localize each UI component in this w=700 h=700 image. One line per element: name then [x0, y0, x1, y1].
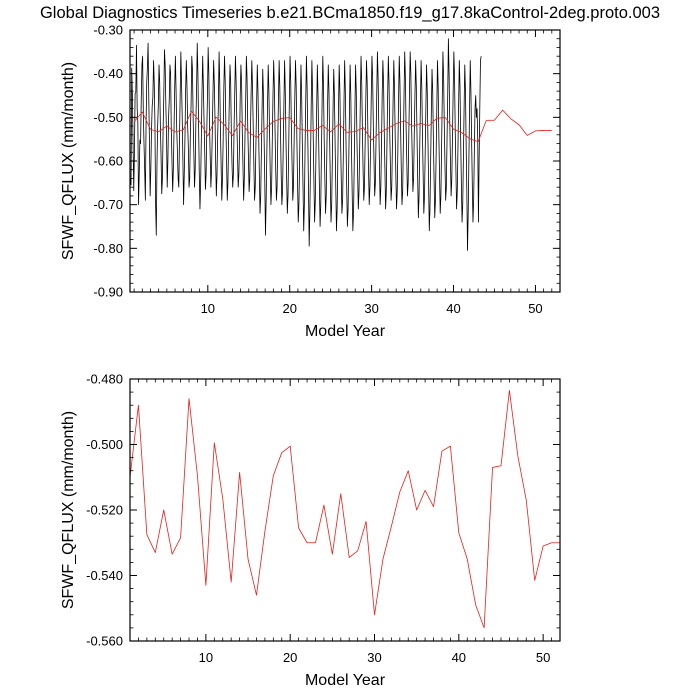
y-tick-label: -0.80 [93, 241, 123, 256]
y-tick-label: -0.50 [93, 110, 123, 125]
y-tick-label: -0.540 [86, 568, 123, 583]
y-tick-label: -0.70 [93, 197, 123, 212]
x-tick-label: 50 [536, 650, 550, 665]
x-tick-label: 10 [199, 650, 213, 665]
y-axis-label: SFWF_QFLUX (mm/month) [60, 62, 77, 260]
y-axis-label: SFWF_QFLUX (mm/month) [60, 411, 77, 609]
x-tick-label: 30 [364, 301, 378, 316]
y-tick-label: -0.560 [86, 634, 123, 649]
timeseries-chart-top: 10 20 30 40 50 -0.90 -0.80 -0.70 -0.60 -0.50 -0.40… [60, 23, 561, 340]
y-tick-label: -0.60 [93, 154, 123, 169]
series-line-1 [129, 390, 560, 629]
x-tick-label: 10 [201, 301, 215, 316]
x-tick-label: 40 [446, 301, 460, 316]
x-tick-label: 50 [528, 301, 542, 316]
x-tick-label: 20 [282, 301, 296, 316]
x-tick-label: 20 [283, 650, 297, 665]
figure-title: Global Diagnostics Timeseries b.e21.BCma… [40, 4, 660, 22]
y-tick-label: -0.90 [93, 285, 123, 300]
series-line-2 [133, 109, 552, 143]
plot-frame [129, 378, 561, 642]
y-tick-label: -0.40 [93, 66, 123, 81]
x-tick-label: 40 [452, 650, 466, 665]
y-tick-label: -0.500 [86, 437, 123, 452]
x-tick-label: 30 [367, 650, 381, 665]
x-axis-label: Model Year [305, 672, 386, 689]
y-tick-label: -0.30 [93, 23, 123, 38]
timeseries-chart-bottom: 10 20 30 40 50 -0.560 -0.540 -0.520 -0.500 -0.480… [60, 372, 561, 689]
series-line-1 [129, 38, 482, 251]
y-tick-label: -0.480 [86, 372, 123, 387]
x-axis-label: Model Year [305, 323, 386, 340]
y-tick-label: -0.520 [86, 503, 123, 518]
